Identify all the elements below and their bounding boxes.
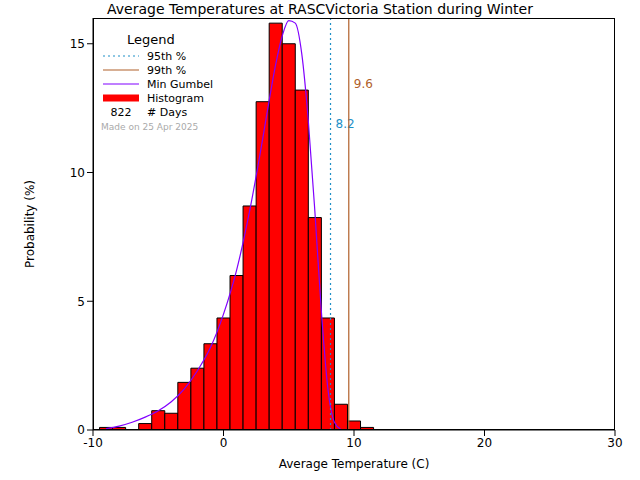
svg-text:Probability (%): Probability (%) <box>23 180 37 268</box>
svg-text:10: 10 <box>346 436 361 450</box>
html-text:Legend: Legend <box>127 32 175 47</box>
svg-text:9.6: 9.6 <box>354 77 373 91</box>
html-text:95th %: 95th % <box>147 49 187 63</box>
svg-text:30: 30 <box>607 436 622 450</box>
html-text:# Days: # Days <box>147 105 188 119</box>
svg-text:Average Temperature (C): Average Temperature (C) <box>279 457 430 471</box>
html-text:99th %: 99th % <box>147 63 187 77</box>
html-text:Min Gumbel: Min Gumbel <box>147 77 213 91</box>
svg-text:-10: -10 <box>83 436 103 450</box>
html-text:Average Temperatures at RASCVi: Average Temperatures at RASCVictoria Sta… <box>107 1 533 17</box>
svg-text:5: 5 <box>77 295 85 309</box>
html-text:822: 822 <box>110 105 132 119</box>
html-text:Histogram: Histogram <box>147 91 205 105</box>
html-text:Made on 25 Apr 2025: Made on 25 Apr 2025 <box>101 122 199 132</box>
svg-text:10: 10 <box>70 166 85 180</box>
svg-text:0: 0 <box>220 436 228 450</box>
svg-text:8.2: 8.2 <box>336 117 355 131</box>
svg-text:15: 15 <box>70 37 85 51</box>
svg-text:20: 20 <box>477 436 492 450</box>
svg-text:0: 0 <box>77 423 85 437</box>
